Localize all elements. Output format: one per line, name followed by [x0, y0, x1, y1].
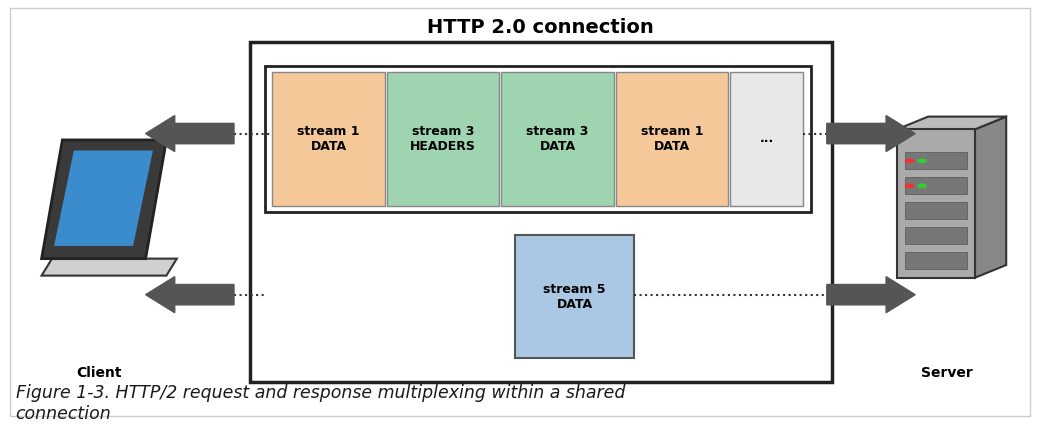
- Circle shape: [905, 159, 914, 162]
- Polygon shape: [976, 117, 1007, 278]
- Text: Server: Server: [920, 366, 972, 380]
- Text: stream 5
DATA: stream 5 DATA: [543, 283, 606, 311]
- FancyArrow shape: [827, 277, 915, 313]
- Polygon shape: [42, 140, 166, 259]
- Circle shape: [918, 159, 927, 162]
- Circle shape: [905, 184, 914, 187]
- FancyBboxPatch shape: [515, 235, 634, 358]
- FancyBboxPatch shape: [272, 72, 385, 206]
- Text: Client: Client: [76, 366, 122, 380]
- FancyBboxPatch shape: [250, 42, 832, 382]
- FancyArrow shape: [827, 115, 915, 152]
- FancyBboxPatch shape: [10, 8, 1030, 416]
- FancyArrow shape: [146, 277, 234, 313]
- FancyBboxPatch shape: [616, 72, 728, 206]
- FancyBboxPatch shape: [387, 72, 499, 206]
- FancyBboxPatch shape: [905, 252, 967, 269]
- FancyBboxPatch shape: [501, 72, 614, 206]
- Circle shape: [918, 184, 927, 187]
- Text: HTTP 2.0 connection: HTTP 2.0 connection: [427, 18, 654, 37]
- Text: stream 3
HEADERS: stream 3 HEADERS: [410, 125, 476, 153]
- Text: stream 1
DATA: stream 1 DATA: [641, 125, 703, 153]
- FancyBboxPatch shape: [730, 72, 803, 206]
- FancyBboxPatch shape: [905, 202, 967, 219]
- Text: Figure 1-3. HTTP/2 request and response multiplexing within a shared
connection: Figure 1-3. HTTP/2 request and response …: [16, 384, 625, 423]
- Polygon shape: [42, 259, 177, 276]
- FancyBboxPatch shape: [896, 129, 976, 278]
- Text: stream 1
DATA: stream 1 DATA: [297, 125, 360, 153]
- FancyBboxPatch shape: [905, 152, 967, 170]
- FancyArrow shape: [146, 115, 234, 152]
- Text: stream 3
DATA: stream 3 DATA: [526, 125, 589, 153]
- Polygon shape: [896, 117, 1007, 129]
- FancyBboxPatch shape: [905, 177, 967, 194]
- Text: ...: ...: [759, 132, 774, 145]
- FancyBboxPatch shape: [265, 66, 811, 212]
- Polygon shape: [54, 151, 153, 246]
- FancyBboxPatch shape: [905, 227, 967, 244]
